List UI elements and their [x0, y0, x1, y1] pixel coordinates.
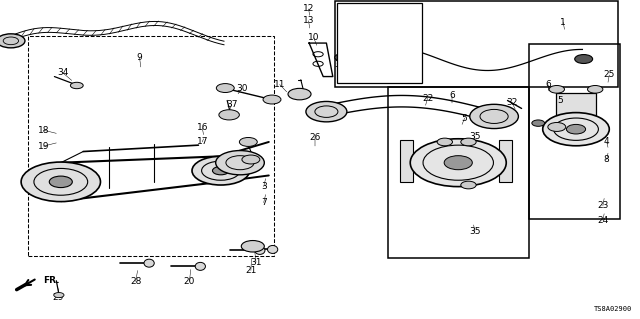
Circle shape: [212, 167, 229, 175]
Text: 1: 1: [561, 18, 566, 27]
Circle shape: [216, 84, 234, 93]
Circle shape: [437, 138, 452, 146]
Text: 34: 34: [57, 68, 68, 77]
Text: 36: 36: [348, 24, 359, 33]
Circle shape: [410, 139, 506, 187]
Circle shape: [543, 113, 609, 146]
Bar: [499, 140, 512, 182]
Text: 32: 32: [506, 98, 518, 107]
Text: 3: 3: [261, 182, 266, 191]
Text: 12: 12: [303, 4, 314, 13]
Circle shape: [242, 155, 260, 164]
Text: 20: 20: [184, 277, 195, 286]
Text: 4: 4: [604, 137, 609, 146]
Circle shape: [532, 120, 545, 126]
Text: TS8A02900: TS8A02900: [594, 306, 632, 312]
Text: FR.: FR.: [44, 276, 60, 285]
Circle shape: [49, 176, 72, 188]
Ellipse shape: [195, 262, 205, 270]
Text: 18: 18: [38, 126, 49, 135]
Circle shape: [70, 82, 83, 89]
Bar: [388, 87, 529, 258]
Circle shape: [241, 241, 264, 252]
Bar: [556, 93, 596, 115]
Circle shape: [288, 88, 311, 100]
Circle shape: [461, 181, 476, 189]
Bar: [337, 3, 422, 83]
Ellipse shape: [268, 246, 278, 253]
Circle shape: [340, 27, 351, 32]
Circle shape: [549, 85, 564, 93]
Text: 38: 38: [335, 60, 346, 69]
Text: 35: 35: [469, 227, 481, 236]
Circle shape: [470, 104, 518, 129]
Text: 29: 29: [52, 293, 63, 302]
Text: 7: 7: [261, 198, 266, 207]
Circle shape: [21, 162, 100, 202]
Circle shape: [54, 293, 64, 298]
Text: 9: 9: [137, 53, 142, 62]
Circle shape: [444, 156, 472, 170]
Text: 13: 13: [303, 16, 314, 25]
Ellipse shape: [255, 247, 265, 255]
Text: 6: 6: [545, 80, 550, 89]
Text: 1: 1: [380, 18, 385, 27]
Circle shape: [461, 138, 476, 146]
Circle shape: [0, 34, 25, 48]
Text: 24: 24: [597, 216, 609, 225]
Text: 27: 27: [548, 126, 559, 135]
Text: 31: 31: [250, 258, 262, 267]
Text: 6: 6: [449, 91, 454, 100]
Text: 11: 11: [274, 80, 285, 89]
Text: 5: 5: [462, 114, 467, 122]
Bar: [28, 36, 274, 256]
Text: 5: 5: [558, 96, 563, 105]
Text: 25: 25: [604, 70, 615, 79]
Text: 23: 23: [597, 201, 609, 210]
Text: 21: 21: [245, 266, 257, 275]
Text: 19: 19: [38, 142, 49, 151]
Text: 35: 35: [469, 132, 481, 141]
Text: 35: 35: [552, 123, 564, 132]
Text: 16: 16: [196, 123, 208, 132]
Text: 30: 30: [236, 84, 248, 93]
Text: 8: 8: [604, 155, 609, 164]
Circle shape: [566, 124, 586, 134]
Circle shape: [306, 101, 347, 122]
Circle shape: [575, 55, 593, 63]
Text: 14: 14: [243, 139, 254, 148]
Circle shape: [588, 85, 603, 93]
Circle shape: [239, 137, 257, 146]
Circle shape: [548, 122, 566, 131]
Text: 15: 15: [243, 156, 254, 165]
Bar: [335, 1, 618, 87]
Text: 33: 33: [321, 101, 332, 110]
Text: 37: 37: [226, 100, 237, 109]
Text: 17: 17: [196, 137, 208, 146]
Circle shape: [263, 95, 281, 104]
Circle shape: [216, 151, 264, 175]
Text: 2: 2: [355, 53, 360, 62]
Text: 10: 10: [308, 33, 319, 42]
Circle shape: [192, 156, 250, 185]
Text: 22: 22: [422, 94, 433, 103]
Ellipse shape: [144, 259, 154, 267]
Circle shape: [335, 54, 350, 61]
Circle shape: [219, 110, 239, 120]
Bar: [400, 140, 413, 182]
Bar: [529, 44, 620, 219]
Text: 28: 28: [130, 277, 141, 286]
Text: 26: 26: [309, 133, 321, 142]
